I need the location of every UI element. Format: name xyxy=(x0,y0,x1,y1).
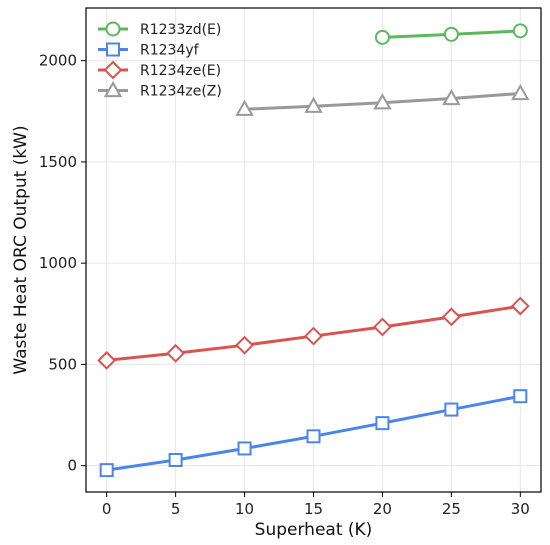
legend-entry: R1234ze(Z) xyxy=(98,80,222,100)
data-point xyxy=(237,441,252,456)
legend-label: R1233zd(E) xyxy=(140,22,221,38)
x-tick-label: 5 xyxy=(171,500,181,518)
data-point xyxy=(513,389,528,404)
legend-marker xyxy=(103,80,123,98)
y-axis-label: Waste Heat ORC Output (kW) xyxy=(11,125,31,374)
legend: R1233zd(E) R1234yf R1234ze(E) R1234ze(Z) xyxy=(98,21,222,100)
data-point xyxy=(168,453,183,468)
data-point xyxy=(304,96,323,113)
x-tick-label: 25 xyxy=(442,500,461,518)
data-point xyxy=(373,317,392,337)
x-tick-label: 0 xyxy=(102,500,112,518)
data-point xyxy=(442,89,461,106)
y-tick-label: 2000 xyxy=(39,52,77,70)
data-point xyxy=(304,326,323,346)
data-point xyxy=(306,429,321,444)
data-point xyxy=(235,99,254,116)
y-tick-label: 1500 xyxy=(39,153,77,171)
data-point xyxy=(443,26,459,42)
x-tick-label: 20 xyxy=(373,500,392,518)
x-tick-label: 15 xyxy=(304,500,323,518)
ticks: 0 5 10 15 20 25 30 0 500 1000 1500 2000 xyxy=(39,52,530,518)
x-axis-label: Superheat (K) xyxy=(255,520,373,540)
series-R1234ze(Z) xyxy=(235,83,530,116)
y-tick-label: 0 xyxy=(67,457,77,475)
x-tick-label: 30 xyxy=(511,500,530,518)
legend-label: R1234ze(Z) xyxy=(140,84,222,100)
series-R1234yf xyxy=(99,389,528,478)
legend-label: R1234yf xyxy=(140,43,200,59)
series-R1233zd(E) xyxy=(374,23,528,45)
legend-marker xyxy=(103,60,123,80)
legend-marker xyxy=(106,42,120,57)
data-point xyxy=(166,343,186,363)
legend-marker xyxy=(105,21,121,37)
data-point xyxy=(374,29,390,45)
data-point xyxy=(512,23,528,39)
y-tick-label: 500 xyxy=(48,355,77,373)
legend-entry: R1234yf xyxy=(98,42,200,59)
data-point xyxy=(444,402,459,417)
data-point xyxy=(99,463,114,478)
data-point xyxy=(441,307,461,327)
series-layer xyxy=(97,23,530,478)
data-point xyxy=(510,296,530,316)
legend-entry: R1233zd(E) xyxy=(98,21,221,38)
grid xyxy=(86,8,541,492)
data-point xyxy=(373,93,392,110)
y-tick-label: 1000 xyxy=(39,254,77,272)
legend-label: R1234ze(E) xyxy=(140,63,221,79)
data-point xyxy=(375,416,390,431)
data-point xyxy=(97,350,117,370)
data-point xyxy=(235,335,254,355)
x-tick-label: 10 xyxy=(235,500,254,518)
legend-entry: R1234ze(E) xyxy=(98,60,221,80)
data-point xyxy=(511,83,530,101)
series-R1234ze(E) xyxy=(97,296,530,370)
